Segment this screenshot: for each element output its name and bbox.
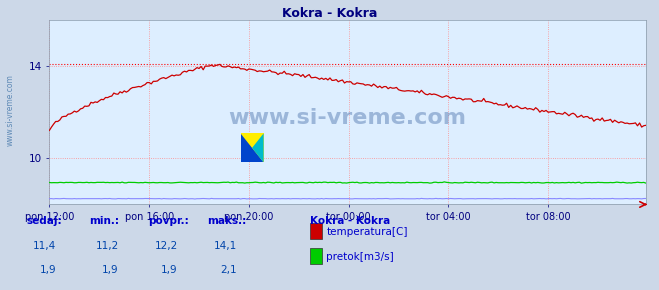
Text: min.:: min.: <box>89 216 119 226</box>
Text: www.si-vreme.com: www.si-vreme.com <box>5 74 14 146</box>
Text: 2,1: 2,1 <box>221 265 237 275</box>
Text: 1,9: 1,9 <box>102 265 119 275</box>
Text: sedaj:: sedaj: <box>26 216 62 226</box>
Polygon shape <box>241 133 264 162</box>
Text: Kokra - Kokra: Kokra - Kokra <box>282 7 377 20</box>
Text: 12,2: 12,2 <box>155 241 178 251</box>
Text: maks.:: maks.: <box>208 216 247 226</box>
Text: 11,2: 11,2 <box>96 241 119 251</box>
Text: pretok[m3/s]: pretok[m3/s] <box>326 252 394 262</box>
Text: temperatura[C]: temperatura[C] <box>326 227 408 237</box>
Text: 11,4: 11,4 <box>33 241 56 251</box>
Text: Kokra - Kokra: Kokra - Kokra <box>310 216 390 226</box>
Polygon shape <box>252 133 264 162</box>
Text: 14,1: 14,1 <box>214 241 237 251</box>
Text: 1,9: 1,9 <box>40 265 56 275</box>
Text: 1,9: 1,9 <box>161 265 178 275</box>
Text: povpr.:: povpr.: <box>148 216 189 226</box>
Text: www.si-vreme.com: www.si-vreme.com <box>229 108 467 128</box>
